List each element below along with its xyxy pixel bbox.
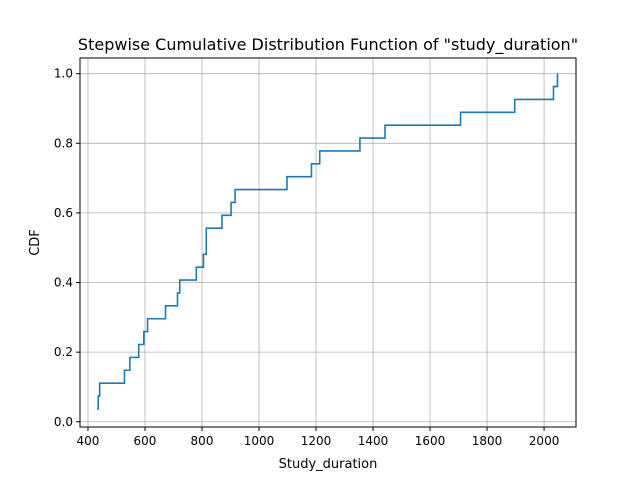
- x-tick-label: 1200: [301, 434, 332, 448]
- x-tick-label: 600: [134, 434, 157, 448]
- tick-layer: 400 600 800 1000 1200 1400 1600 1800 2000 0.0 0.2 0…: [54, 67, 559, 448]
- series-layer: [97, 73, 559, 410]
- y-tick-label: 0.4: [54, 276, 73, 290]
- x-tick-label: 1400: [358, 434, 389, 448]
- y-tick-label: 0.2: [54, 345, 73, 359]
- x-tick-label: 1600: [415, 434, 446, 448]
- cdf-step-line: [97, 73, 559, 410]
- y-axis-label: CDF: [28, 229, 43, 256]
- x-tick-label: 1000: [244, 434, 275, 448]
- chart-title: Stepwise Cumulative Distribution Functio…: [78, 35, 578, 55]
- y-tick-label: 0.8: [54, 136, 73, 150]
- x-tick-label: 800: [191, 434, 214, 448]
- x-tick-label: 1800: [472, 434, 503, 448]
- y-tick-label: 0.6: [54, 206, 73, 220]
- x-tick-label: 2000: [529, 434, 560, 448]
- axes-frame: [79, 57, 577, 428]
- x-axis-label: Study_duration: [279, 457, 378, 472]
- y-tick-label: 1.0: [54, 67, 73, 81]
- x-tick-label: 400: [77, 434, 100, 448]
- grid-lines: [80, 58, 576, 427]
- y-tick-label: 0.0: [54, 415, 73, 429]
